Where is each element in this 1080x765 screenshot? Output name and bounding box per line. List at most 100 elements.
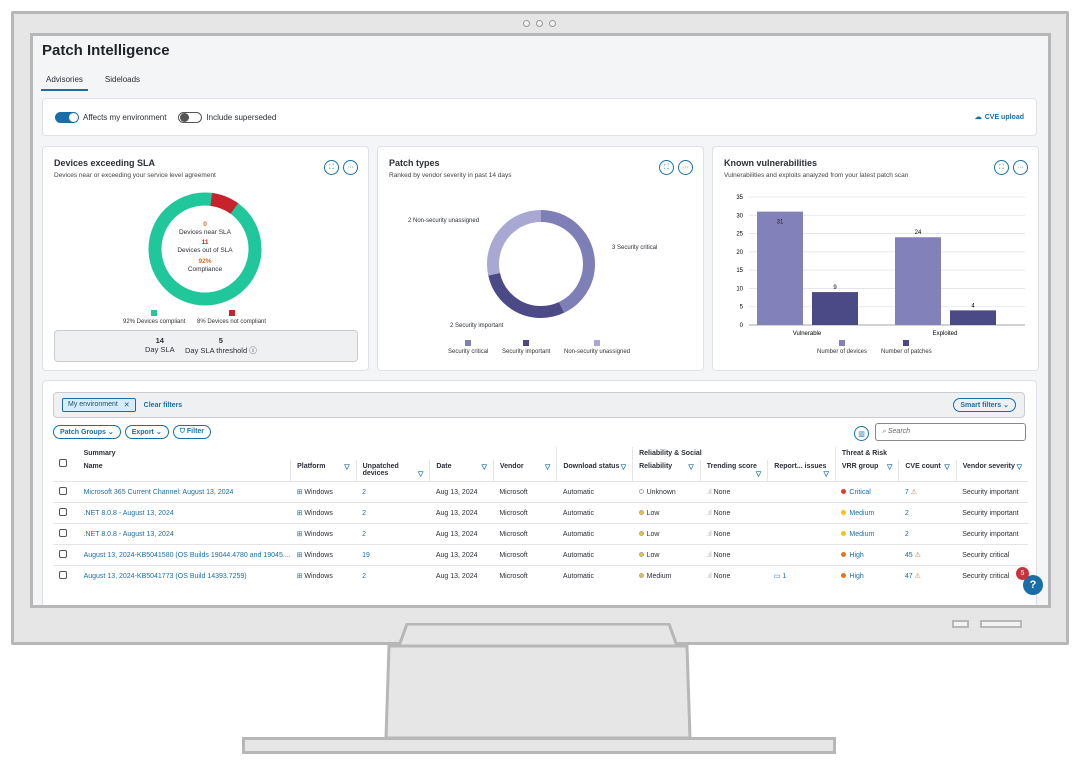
cve-count-cell[interactable]: 2 bbox=[898, 523, 957, 545]
group-reliability: Reliability & Social bbox=[632, 447, 836, 460]
advisory-name-link[interactable]: .NET 8.0.8 - August 13, 2024 bbox=[77, 523, 291, 545]
advisory-name-link[interactable]: August 13, 2024-KB5041580 (OS Builds 190… bbox=[77, 544, 291, 566]
cve-count-cell[interactable]: 2 bbox=[898, 502, 957, 524]
threshold-label: Day SLA threshold bbox=[185, 346, 248, 355]
notification-badge[interactable]: 5 bbox=[1016, 567, 1029, 580]
x-category-label: Exploited bbox=[933, 331, 958, 337]
issues-cell[interactable] bbox=[767, 502, 836, 524]
vrr-cell[interactable]: Critical bbox=[835, 481, 899, 503]
row-checkbox[interactable] bbox=[59, 487, 67, 495]
app-screen: Patch Intelligence Advisories Sideloads … bbox=[30, 33, 1051, 608]
advisory-name-link[interactable]: .NET 8.0.8 - August 13, 2024 bbox=[77, 502, 291, 524]
filter-icon[interactable]: ▽ bbox=[344, 464, 350, 471]
trending-cell: .ıl None bbox=[700, 565, 768, 586]
trending-cell: .ıl None bbox=[700, 481, 768, 503]
y-tick-label: 15 bbox=[736, 268, 743, 274]
clear-filters-link[interactable]: Clear filters bbox=[143, 401, 183, 409]
advisory-name-link[interactable]: Microsoft 365 Current Channel: August 13… bbox=[77, 481, 291, 503]
row-checkbox[interactable] bbox=[59, 529, 67, 537]
row-checkbox[interactable] bbox=[59, 571, 67, 579]
expand-icon[interactable]: ⛶ bbox=[324, 160, 339, 175]
filter-icon[interactable]: ▽ bbox=[417, 471, 424, 478]
issues-cell[interactable] bbox=[767, 481, 836, 503]
close-icon[interactable]: ✕ bbox=[123, 402, 130, 409]
column-header[interactable]: VRR group ▽ bbox=[834, 460, 899, 482]
column-header[interactable]: Platform ▽ bbox=[290, 460, 357, 482]
day-sla-value: 14 bbox=[155, 336, 164, 345]
filter-button[interactable]: ⛉ Filter bbox=[172, 425, 212, 439]
advisory-name-link[interactable]: August 13, 2024-KB5041773 (OS Build 1439… bbox=[77, 565, 291, 586]
label-nonsecurity: 2 Non-security unassigned bbox=[408, 218, 480, 224]
column-header[interactable]: Download status ▽ bbox=[556, 460, 633, 482]
cve-count-cell[interactable]: 45 ⚠ bbox=[898, 544, 957, 566]
table-row[interactable]: .NET 8.0.8 - August 13, 2024 ⊞ Windows 2 Au… bbox=[53, 502, 1028, 524]
vrr-cell[interactable]: Medium bbox=[835, 523, 899, 545]
table-row[interactable]: .NET 8.0.8 - August 13, 2024 ⊞ Windows 2 Au… bbox=[53, 523, 1028, 545]
info-icon[interactable]: ⓘ bbox=[249, 346, 257, 355]
tab-sideloads[interactable]: Sideloads bbox=[104, 75, 141, 84]
issues-cell[interactable] bbox=[767, 523, 836, 545]
column-header[interactable]: Vendor ▽ bbox=[492, 460, 557, 482]
column-header[interactable]: Unpatched devices ▽ bbox=[355, 460, 430, 482]
more-options-icon[interactable]: ··· bbox=[678, 160, 693, 175]
column-header[interactable]: Trending score ▽ bbox=[699, 460, 768, 482]
table-row[interactable]: August 13, 2024-KB5041580 (OS Builds 190… bbox=[53, 544, 1028, 566]
filter-icon[interactable]: ▽ bbox=[620, 464, 627, 471]
export-button[interactable]: Export ⌄ bbox=[124, 425, 169, 439]
table-row[interactable]: Microsoft 365 Current Channel: August 13… bbox=[53, 481, 1028, 503]
expand-icon[interactable]: ⛶ bbox=[994, 160, 1009, 175]
vrr-cell[interactable]: High bbox=[835, 544, 899, 566]
cve-count-cell[interactable]: 47 ⚠ bbox=[898, 565, 957, 586]
trending-cell: .ıl None bbox=[700, 544, 768, 566]
unpatched-link[interactable]: 2 bbox=[356, 481, 430, 503]
advisories-panel: My environment ✕ Clear filters Smart filt… bbox=[42, 380, 1037, 605]
patch-groups-button[interactable]: Patch Groups ⌄ bbox=[53, 425, 121, 439]
expand-icon[interactable]: ⛶ bbox=[659, 160, 674, 175]
cve-upload-button[interactable]: ☁ CVE upload bbox=[975, 113, 1024, 122]
search-input[interactable]: ⌕ Search bbox=[875, 423, 1026, 441]
filter-icon[interactable]: ▽ bbox=[886, 464, 893, 471]
filter-icon[interactable]: ▽ bbox=[755, 471, 762, 478]
more-options-icon[interactable]: ··· bbox=[1013, 160, 1028, 175]
cve-count-cell[interactable]: 7 ⚠ bbox=[898, 481, 957, 503]
column-header[interactable]: Reliability ▽ bbox=[632, 460, 701, 482]
signal-icon: .ıl bbox=[706, 551, 712, 559]
issues-cell[interactable] bbox=[767, 544, 836, 566]
row-checkbox[interactable] bbox=[59, 508, 67, 516]
table-row[interactable]: August 13, 2024-KB5041773 (OS Build 1439… bbox=[53, 565, 1028, 586]
known-vulnerabilities-card: Known vulnerabilities Vulnerabilities an… bbox=[712, 146, 1039, 371]
filter-chip[interactable]: My environment ✕ bbox=[62, 398, 136, 412]
tab-advisories[interactable]: Advisories bbox=[41, 75, 88, 91]
columns-icon[interactable]: ▥ bbox=[854, 426, 869, 441]
unpatched-link[interactable]: 2 bbox=[356, 523, 430, 545]
vrr-cell[interactable]: High bbox=[835, 565, 899, 586]
more-options-icon[interactable]: ··· bbox=[343, 160, 358, 175]
filter-icon[interactable]: ▽ bbox=[544, 464, 551, 471]
filter-icon[interactable]: ▽ bbox=[944, 464, 950, 471]
signal-icon: .ıl bbox=[706, 488, 712, 496]
filter-icon[interactable]: ▽ bbox=[688, 464, 694, 471]
row-checkbox[interactable] bbox=[59, 550, 67, 558]
filter-icon[interactable]: ▽ bbox=[1016, 464, 1022, 471]
help-button[interactable]: ? bbox=[1023, 575, 1043, 595]
select-all-checkbox[interactable] bbox=[59, 459, 67, 467]
smart-filters-button[interactable]: Smart filters ⌄ bbox=[953, 398, 1016, 412]
unpatched-link[interactable]: 2 bbox=[356, 565, 430, 586]
column-header[interactable]: Date ▽ bbox=[429, 460, 494, 482]
column-header[interactable]: Name bbox=[83, 463, 103, 470]
issues-cell[interactable]: ▭ 1 bbox=[767, 565, 836, 586]
vrr-cell[interactable]: Medium bbox=[835, 502, 899, 524]
filter-icon[interactable]: ▽ bbox=[823, 471, 829, 478]
download-cell: Automatic bbox=[556, 481, 633, 503]
unpatched-link[interactable]: 2 bbox=[356, 502, 430, 524]
column-header[interactable]: CVE count ▽ bbox=[898, 460, 957, 482]
bar-value-label: 9 bbox=[833, 285, 837, 291]
column-header[interactable]: Report... issues ▽ bbox=[767, 460, 836, 482]
affects-environment-toggle[interactable] bbox=[55, 111, 79, 123]
unpatched-link[interactable]: 19 bbox=[356, 544, 430, 566]
filter-icon[interactable]: ▽ bbox=[481, 464, 487, 471]
date-cell: Aug 13, 2024 bbox=[429, 523, 494, 545]
include-superseded-toggle[interactable] bbox=[178, 111, 203, 123]
column-header[interactable]: Vendor severity ▽ bbox=[955, 460, 1028, 482]
threshold-value: 5 bbox=[218, 336, 223, 345]
